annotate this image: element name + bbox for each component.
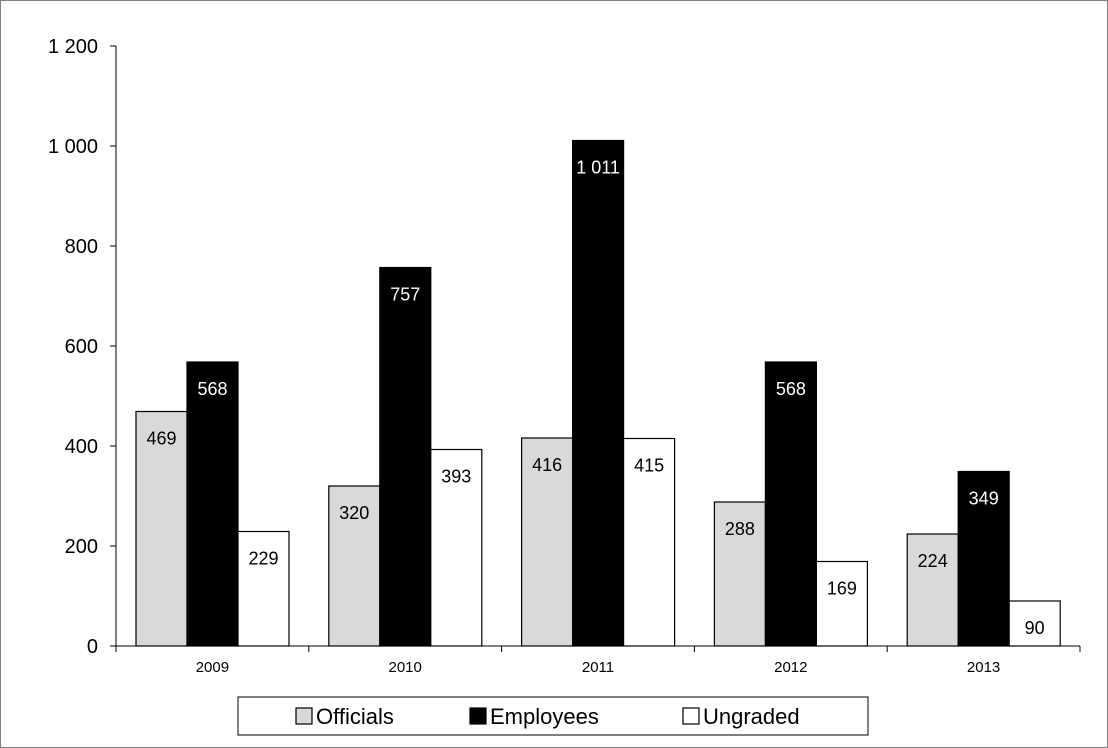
bar-officials-2012: [713, 501, 767, 647]
data-label: 1 011: [576, 158, 620, 178]
data-label: 568: [776, 379, 806, 399]
chart-data-labels: 469 320 416 288 224 568 757 1 011 568 349 229 393 41…: [146, 158, 1044, 639]
bar-employees-2013: [957, 470, 1010, 647]
y-tick-label: 1 000: [48, 136, 98, 158]
bar-ungraded-2009: [237, 530, 290, 647]
bar-officials-2011: [520, 437, 574, 647]
x-tick-label: 2009: [196, 659, 229, 676]
data-label: 469: [146, 429, 176, 449]
chart-bars: [135, 139, 1061, 647]
data-label: 393: [441, 467, 471, 487]
data-label: 90: [1025, 618, 1045, 638]
y-tick-label: 200: [65, 536, 98, 558]
bar-officials-2013: [906, 533, 959, 647]
legend-swatch-officials: [295, 707, 313, 725]
legend-swatch-ungraded: [682, 707, 700, 725]
legend-label-employees: Employees: [490, 704, 599, 729]
y-tick-label: 600: [65, 336, 98, 358]
x-tick-label: 2012: [774, 659, 807, 676]
data-label: 320: [339, 503, 369, 523]
y-tick-label: 1 200: [48, 36, 98, 58]
x-tick-label: 2013: [967, 659, 1000, 676]
bar-employees-2011: [571, 139, 625, 647]
data-label: 349: [969, 489, 999, 509]
chart-legend: Officials Employees Ungraded: [237, 696, 869, 736]
bar-employees-2010: [379, 266, 432, 647]
data-label: 415: [634, 456, 664, 476]
y-tick-label: 0: [87, 636, 98, 658]
legend-box: [237, 696, 869, 736]
legend-label-ungraded: Ungraded: [703, 704, 800, 729]
y-tick-label: 800: [65, 236, 98, 258]
data-label: 288: [725, 519, 755, 539]
bar-ungraded-2011: [622, 437, 676, 647]
bar-ungraded-2013: [1008, 600, 1061, 647]
data-label: 568: [197, 379, 227, 399]
x-tick-label: 2011: [582, 659, 614, 676]
data-label: 757: [390, 285, 420, 305]
bar-ungraded-2012: [815, 560, 869, 647]
bar-ungraded-2010: [430, 448, 483, 647]
bar-employees-2012: [764, 361, 818, 647]
y-tick-label: 400: [65, 436, 98, 458]
legend-label-officials: Officials: [316, 704, 394, 729]
data-label: 416: [532, 455, 562, 475]
legend-swatch-employees: [469, 707, 487, 725]
bar-employees-2009: [186, 361, 239, 647]
bar-officials-2009: [135, 410, 188, 647]
data-label: 229: [248, 549, 278, 569]
data-label: 224: [918, 551, 948, 571]
data-label: 169: [827, 579, 857, 599]
x-tick-label: 2010: [389, 659, 422, 676]
